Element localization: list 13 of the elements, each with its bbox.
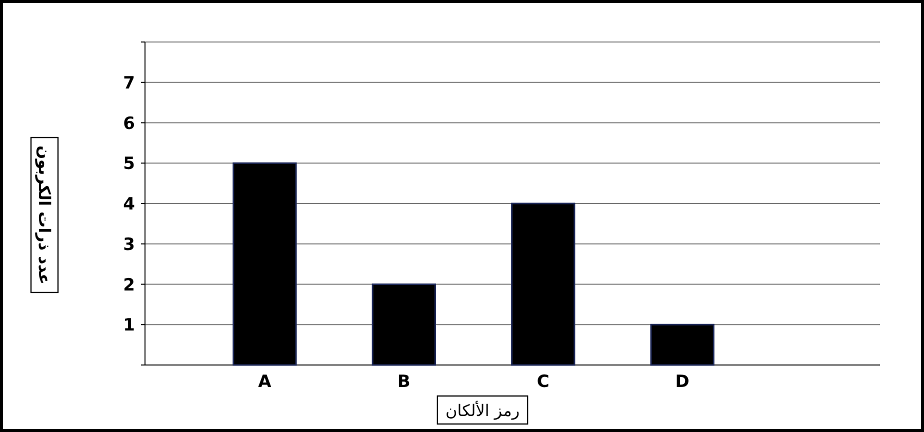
y-axis-title: عدد ذرات الكربون bbox=[35, 146, 54, 284]
x-tick-label: C bbox=[536, 372, 550, 392]
x-tick-label: B bbox=[397, 372, 410, 392]
y-tick-label: 4 bbox=[123, 194, 136, 214]
y-tick-label: 6 bbox=[123, 114, 135, 134]
y-tick-label: 5 bbox=[123, 154, 135, 174]
y-tick-label: 2 bbox=[123, 275, 135, 296]
x-axis-title: رمز الألكان bbox=[445, 400, 520, 420]
y-tick-label: 7 bbox=[123, 73, 135, 94]
x-tick-label: D bbox=[675, 372, 690, 392]
y-tick-label: 1 bbox=[123, 316, 135, 336]
x-tick-label: A bbox=[258, 372, 272, 392]
y-tick-label: 3 bbox=[123, 234, 135, 255]
